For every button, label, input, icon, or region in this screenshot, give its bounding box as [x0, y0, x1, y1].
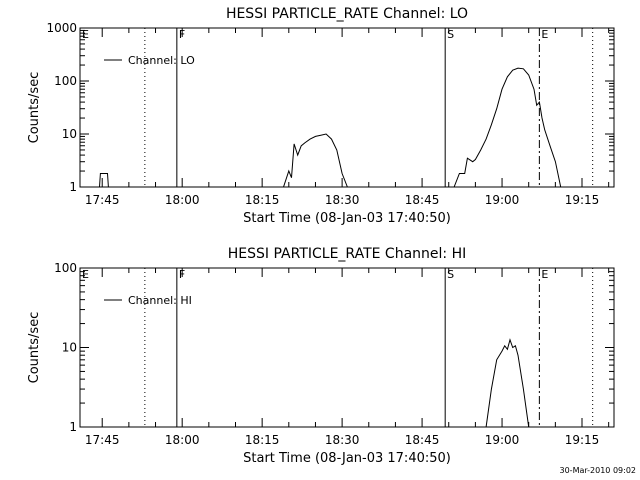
x-tick-label: 19:00	[485, 433, 520, 447]
x-tick-label: 18:00	[165, 433, 200, 447]
y-tick-label: 1	[69, 180, 77, 194]
event-marker-label: S	[447, 268, 454, 281]
x-tick-label: 18:45	[405, 433, 440, 447]
legend-label: Channel: LO	[128, 54, 195, 67]
data-series-line	[99, 67, 562, 188]
hi-channel-panel: HESSI PARTICLE_RATE Channel: HI 17:45 18:0…	[27, 246, 615, 466]
chart-title: HESSI PARTICLE_RATE Channel: HI	[228, 246, 466, 262]
y-axis-label: Counts/sec	[27, 312, 42, 384]
x-tick-label: 17:45	[85, 193, 120, 207]
x-tick-label: 18:15	[245, 433, 280, 447]
y-tick-label: 10	[62, 341, 77, 355]
timestamp-footer: 30-Mar-2010 09:02	[559, 466, 637, 475]
event-marker-label: F	[179, 268, 185, 281]
event-marker-label: S	[447, 28, 454, 41]
event-marker-label: E	[541, 28, 548, 41]
y-tick-label: 1	[69, 420, 77, 434]
event-marker-label: F	[179, 28, 185, 41]
x-tick-label: 18:30	[325, 193, 360, 207]
y-axis-label: Counts/sec	[27, 72, 42, 144]
x-tick-label: 19:15	[565, 193, 600, 207]
corner-label: E	[82, 28, 89, 41]
y-tick-label: 10	[62, 127, 77, 141]
x-tick-label: 18:00	[165, 193, 200, 207]
plot-frame	[79, 267, 615, 428]
x-axis-label: Start Time (08-Jan-03 17:40:50)	[243, 211, 451, 226]
x-axis-label: Start Time (08-Jan-03 17:40:50)	[243, 451, 451, 466]
y-tick-label: 100	[54, 261, 77, 275]
x-tick-label: 18:45	[405, 193, 440, 207]
event-marker-label: E	[541, 268, 548, 281]
x-tick-label: 18:30	[325, 433, 360, 447]
x-tick-label: 19:00	[485, 193, 520, 207]
x-tick-label: 17:45	[85, 433, 120, 447]
plot-frame	[79, 27, 615, 188]
y-tick-label: 1000	[46, 21, 77, 35]
data-series-line	[485, 338, 530, 428]
corner-label: E	[82, 268, 89, 281]
y-tick-label: 100	[54, 74, 77, 88]
legend-label: Channel: HI	[128, 294, 192, 307]
chart-title: HESSI PARTICLE_RATE Channel: LO	[226, 6, 468, 22]
x-tick-label: 18:15	[245, 193, 280, 207]
lo-channel-panel: HESSI PARTICLE_RATE Channel: LO 17:45 18:0…	[27, 6, 615, 226]
x-tick-label: 19:15	[565, 433, 600, 447]
